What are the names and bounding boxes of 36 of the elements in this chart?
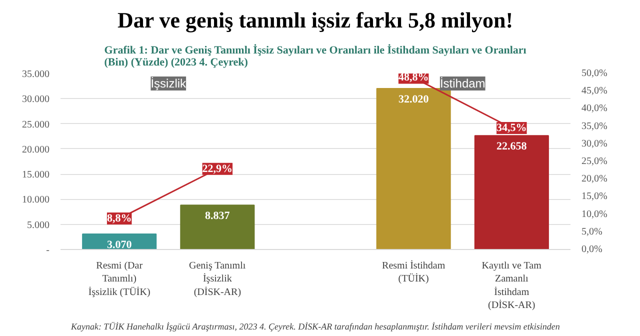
y2-tick-label: 50,0% <box>582 68 608 79</box>
data-label: 22.658 <box>496 140 528 153</box>
y2-tick-label: 5,0% <box>582 226 602 238</box>
annotation: İstihdam <box>440 76 486 90</box>
y-tick-label: 35.000 <box>22 69 50 80</box>
chart-title: Dar ve geniş tanımlı işsiz farkı 5,8 milyon! <box>118 8 514 32</box>
y2-tick-label: 40,0% <box>582 103 608 114</box>
annotation: İşsizlik <box>150 76 188 90</box>
text: Kaynak: TÜİK Hanehalkı İşgücü Araştırması, 2023 4. Çeyrek. DİSK-AR tarafından hesaplanmıştır. İstihdam verileri mevsim etkisinden <box>70 322 560 332</box>
x-tick-label: Resmi (Dar Tanımlı) İşsizlik (TÜİK) <box>88 260 150 298</box>
y-tick-label: 25.000 <box>22 119 50 130</box>
y-tick-label: 10.000 <box>22 194 50 206</box>
bar <box>180 204 255 250</box>
bar <box>376 88 451 250</box>
y2-tick-label: 35,0% <box>582 120 608 132</box>
y-tick-label: 20.000 <box>22 144 50 156</box>
y-tick-label: 5.000 <box>27 220 50 231</box>
data-label: 32.020 <box>398 93 430 106</box>
y2-tick-label: 0,0% <box>582 244 602 255</box>
y2-tick-label: 30,0% <box>582 138 608 150</box>
y-tick-label: 30.000 <box>22 94 50 106</box>
bar <box>474 135 549 250</box>
data-label: 3.070 <box>106 239 132 252</box>
x-tick-label: Geniş Tanımlı İşsizlik (DİSK-AR) <box>189 260 246 298</box>
y2-tick-label: 20,0% <box>582 174 608 185</box>
y2-tick-label: 10,0% <box>582 208 608 220</box>
y2-tick-label: 45,0% <box>582 86 608 97</box>
data-label: 8.837 <box>205 210 230 222</box>
x-tick-label: Resmi İstihdam (TÜİK) <box>382 260 446 285</box>
y-tick-label: - <box>46 245 50 256</box>
x-tick-label: Kayıtlı ve Tam Zamanlı İstihdam (DİSK-AR) <box>482 260 542 312</box>
y-tick-label: 15.000 <box>22 170 50 181</box>
y2-tick-label: 15,0% <box>582 191 608 202</box>
y2-tick-label: 25,0% <box>582 156 608 167</box>
chart-subtitle: Grafik 1: Dar ve Geniş Tanımlı İşsiz Sayıları ve Oranları ile İstihdam Sayıları ve Oranları (Bin) (Yüzde) (2023 4. Çeyrek) <box>104 44 526 68</box>
data-label: 48,8% <box>398 72 429 84</box>
